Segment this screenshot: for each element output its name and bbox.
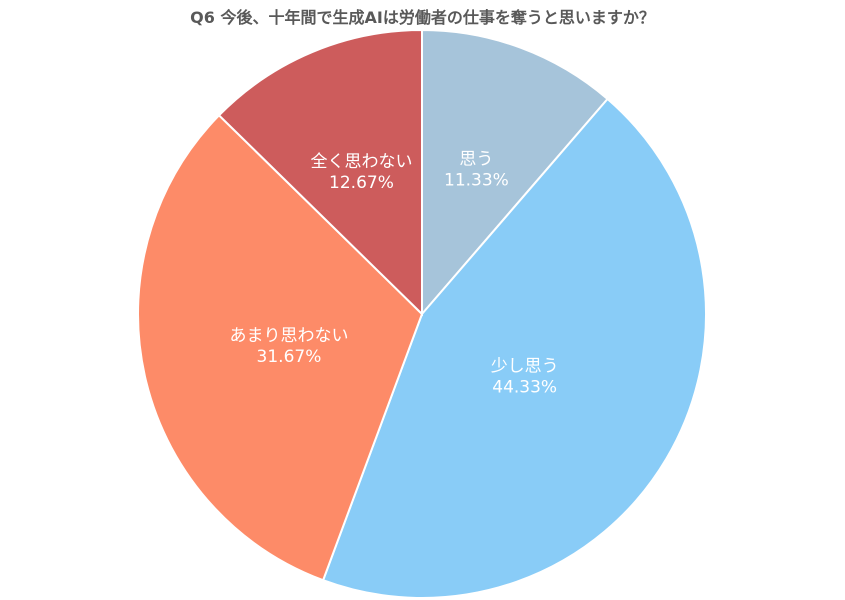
- pie-slice-3: [137, 113, 424, 582]
- pie-slice-2: [321, 97, 707, 599]
- slice-value-2: 44.33%: [492, 378, 557, 398]
- slice-label-2: 少し思う: [491, 357, 559, 377]
- chart-title: Q6 今後、十年間で生成AIは労働者の仕事を奪うと思いますか？: [190, 8, 655, 27]
- slice-label-3: あまり思わない: [229, 326, 348, 346]
- slice-value-4: 12.67%: [329, 173, 394, 193]
- slice-value-1: 11.33%: [444, 171, 509, 191]
- pie-slice-1: [421, 28, 609, 317]
- slice-label-4: 全く思わない: [310, 152, 412, 172]
- slice-value-3: 31.67%: [257, 347, 322, 367]
- pie-slice-4: [217, 28, 423, 317]
- slice-label-1: 思う: [459, 150, 493, 170]
